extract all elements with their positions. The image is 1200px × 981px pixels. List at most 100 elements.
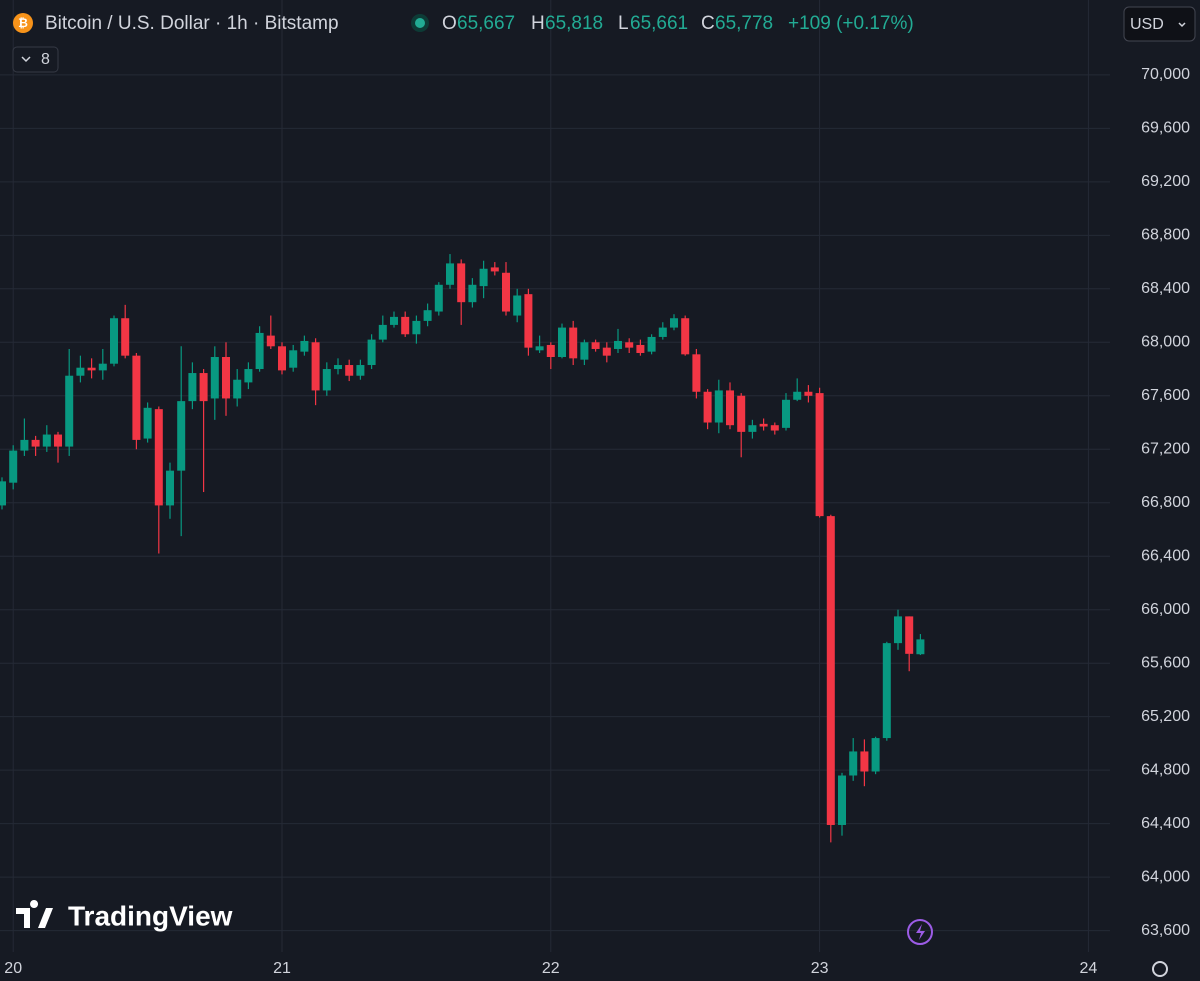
y-tick-label: 64,800 (1141, 761, 1190, 778)
candle-body (714, 390, 723, 423)
candle-body (423, 310, 432, 321)
candle-body (826, 516, 835, 825)
x-tick-label: 20 (4, 960, 22, 977)
candle-body (614, 340, 622, 349)
candle-body (558, 327, 566, 357)
y-tick-label: 68,000 (1141, 334, 1190, 351)
close-value: 65,778 (715, 13, 773, 34)
candle-body (748, 425, 757, 432)
x-tick-label: 23 (811, 960, 829, 977)
change: +109 (+0.17%) (788, 13, 914, 34)
candle-body (524, 294, 533, 348)
y-tick-label: 66,400 (1141, 547, 1190, 564)
candle-body (457, 263, 466, 303)
candle-body (98, 363, 107, 371)
candle-body (490, 267, 499, 272)
close-label: C (701, 13, 715, 34)
candle-body (625, 342, 634, 348)
candle-body (210, 357, 219, 399)
y-tick-label: 67,200 (1141, 440, 1190, 457)
bitcoin-icon (13, 13, 33, 33)
high-label: H (531, 13, 545, 34)
candle-body (602, 347, 611, 356)
low-value: 65,661 (630, 13, 688, 34)
candle-body (401, 316, 410, 335)
status-dot (415, 18, 425, 28)
candle-body (266, 335, 275, 347)
candle-body (591, 342, 600, 349)
candle-body (894, 616, 902, 644)
indicators-count: 8 (41, 51, 50, 68)
lightning-button[interactable] (907, 919, 933, 945)
candle-body (782, 399, 790, 428)
candles (0, 254, 925, 843)
logo-mark (16, 900, 53, 928)
x-tick-label: 22 (542, 960, 560, 977)
candle-body (9, 450, 18, 483)
candle-body (580, 342, 589, 360)
candle-body (110, 318, 118, 364)
candle-body (199, 373, 208, 402)
candle-body (54, 434, 62, 447)
chevron (1178, 22, 1186, 28)
y-tick-label: 63,600 (1141, 922, 1190, 939)
candle-body (804, 391, 813, 396)
y-tick-label: 66,800 (1141, 494, 1190, 511)
candle-body (468, 284, 477, 303)
candle-body (222, 357, 230, 399)
logo-text: TradingView (68, 900, 233, 931)
y-tick-label: 66,000 (1141, 601, 1190, 618)
candle-body (479, 268, 488, 287)
y-tick-label: 68,800 (1141, 227, 1190, 244)
x-tick-label: 24 (1080, 960, 1098, 977)
candle-body (670, 318, 678, 328)
candle-body (121, 318, 130, 356)
candle-body (815, 393, 824, 517)
candle-body (860, 751, 869, 772)
candle-body (87, 367, 96, 371)
candle-body (244, 369, 253, 383)
candle-body (412, 320, 421, 335)
candle-body (322, 369, 331, 391)
candle-body (569, 327, 578, 359)
candle-body (334, 365, 342, 370)
settings-button[interactable] (1152, 961, 1168, 977)
y-tick-label: 69,600 (1141, 120, 1190, 137)
currency-button[interactable] (1123, 6, 1196, 42)
candle-body (882, 643, 891, 739)
candle-body (233, 379, 242, 399)
open-value: 65,667 (457, 13, 515, 34)
candle-body (31, 439, 40, 447)
candle-body (345, 365, 354, 376)
indicators-button[interactable] (12, 46, 59, 73)
candle-body (65, 375, 74, 447)
candle-body (132, 355, 141, 440)
candle-body (737, 395, 746, 432)
candle-body (434, 284, 443, 312)
candle-body (681, 318, 690, 355)
candle-body (154, 409, 163, 506)
y-tick-label: 64,400 (1141, 815, 1190, 832)
candle-body (42, 434, 51, 447)
candle-body (658, 327, 667, 337)
candle-body (849, 751, 858, 776)
candle-body (356, 365, 365, 376)
axis-labels: 63,600 64,000 64,400 64,800 65,200 65,600 66,0… (4, 66, 1190, 977)
candle-body (647, 336, 656, 352)
currency: USD (1130, 16, 1164, 33)
candle-body (0, 481, 6, 506)
candle-body (255, 332, 264, 370)
candle-body (770, 425, 779, 431)
candle-body (636, 344, 645, 353)
candle-body (703, 391, 712, 423)
candle-body (311, 342, 320, 391)
candle-body (390, 316, 398, 325)
lightning-icon (916, 924, 925, 940)
candle-body (871, 738, 880, 772)
y-tick-label: 70,000 (1141, 66, 1190, 83)
low-label: L (618, 13, 629, 34)
candle-body (188, 373, 197, 402)
y-tick-label: 65,200 (1141, 708, 1190, 725)
